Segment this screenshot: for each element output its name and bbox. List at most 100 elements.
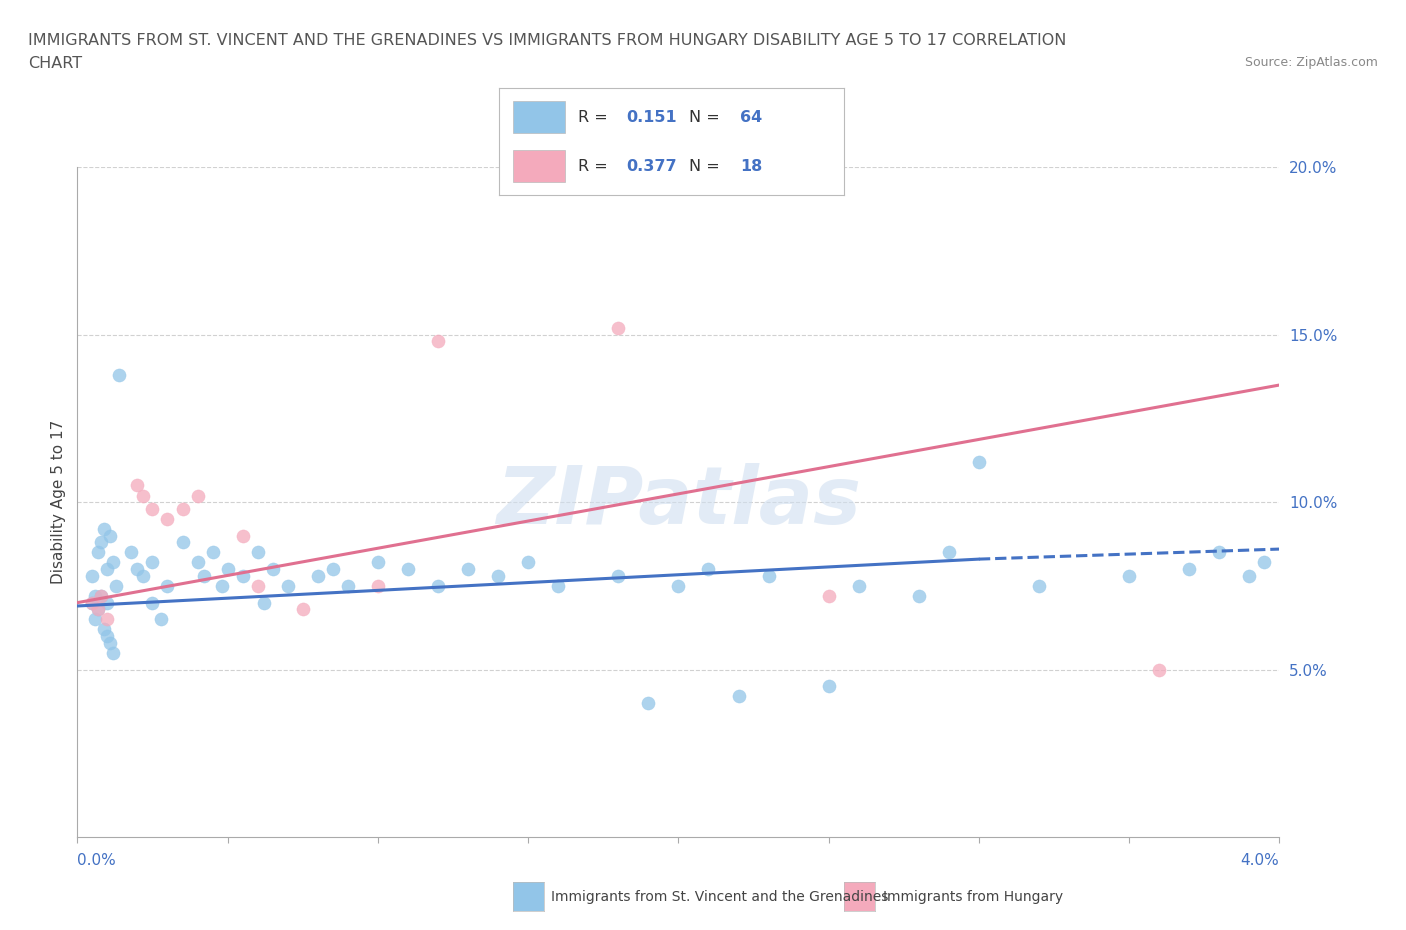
Text: 18: 18 (741, 159, 762, 174)
Point (84, 589, 107, 604)
Text: 0.377: 0.377 (627, 159, 678, 174)
Text: CHART: CHART (28, 56, 82, 71)
Point (156, 512, 179, 526)
Point (141, 555, 163, 570)
Point (697, 562, 720, 577)
Point (336, 578, 359, 593)
Point (517, 555, 540, 570)
Text: Source: ZipAtlas.com: Source: ZipAtlas.com (1244, 56, 1378, 69)
Point (232, 528, 254, 543)
Text: 4.0%: 4.0% (1240, 853, 1279, 868)
Point (90, 589, 112, 604)
Point (132, 568, 155, 583)
Point (253, 595, 276, 610)
Text: N =: N = (689, 110, 724, 125)
Point (90, 589, 112, 604)
Point (668, 578, 690, 593)
Point (96, 562, 118, 577)
Point (103, 555, 125, 570)
Point (201, 545, 224, 560)
Point (127, 478, 149, 493)
Point (938, 545, 960, 560)
Point (1028, 578, 1050, 593)
Point (307, 568, 329, 583)
Y-axis label: Disability Age 5 to 17: Disability Age 5 to 17 (51, 420, 66, 584)
Point (82, 568, 104, 583)
Point (1239, 568, 1261, 583)
Point (232, 568, 254, 583)
Point (1253, 555, 1275, 570)
Point (547, 578, 569, 593)
Point (427, 334, 450, 349)
Point (246, 578, 269, 593)
Point (141, 595, 163, 610)
Point (127, 562, 149, 577)
Point (172, 501, 194, 516)
Point (186, 488, 209, 503)
Point (193, 568, 215, 583)
Point (848, 578, 870, 593)
Point (108, 367, 131, 382)
Point (132, 488, 155, 503)
Point (150, 612, 173, 627)
Point (637, 696, 659, 711)
Text: N =: N = (689, 159, 724, 174)
Point (87, 602, 110, 617)
Point (141, 501, 163, 516)
Point (211, 578, 233, 593)
Point (156, 578, 179, 593)
Point (427, 578, 450, 593)
Point (96, 629, 118, 644)
Point (172, 535, 194, 550)
Text: Immigrants from St. Vincent and the Grenadines: Immigrants from St. Vincent and the Gren… (551, 889, 889, 904)
Point (93, 522, 115, 537)
Point (96, 612, 118, 627)
Text: 64: 64 (741, 110, 762, 125)
Point (82, 595, 104, 610)
Point (90, 535, 112, 550)
Point (396, 562, 419, 577)
Point (291, 602, 314, 617)
Point (967, 455, 990, 470)
Point (817, 589, 839, 604)
Point (322, 562, 344, 577)
Text: 0.0%: 0.0% (77, 853, 117, 868)
Point (758, 568, 780, 583)
Bar (513, 151, 565, 182)
Point (100, 635, 122, 650)
Point (1178, 562, 1201, 577)
Point (457, 562, 479, 577)
Point (367, 578, 389, 593)
Point (96, 595, 118, 610)
Point (486, 568, 509, 583)
Point (908, 589, 931, 604)
Point (87, 602, 110, 617)
Text: ZIPatlas: ZIPatlas (496, 463, 860, 541)
Point (87, 545, 110, 560)
Point (262, 562, 284, 577)
Point (246, 545, 269, 560)
Text: R =: R = (578, 159, 613, 174)
Text: IMMIGRANTS FROM ST. VINCENT AND THE GRENADINES VS IMMIGRANTS FROM HUNGARY DISABI: IMMIGRANTS FROM ST. VINCENT AND THE GREN… (28, 33, 1067, 47)
Point (1118, 568, 1140, 583)
Point (1208, 545, 1230, 560)
Point (727, 689, 749, 704)
Point (105, 578, 128, 593)
Point (186, 555, 209, 570)
Point (100, 528, 122, 543)
Point (367, 555, 389, 570)
Point (120, 545, 142, 560)
Bar (513, 101, 565, 133)
Point (277, 578, 299, 593)
Point (817, 679, 839, 694)
Point (84, 612, 107, 627)
Text: Immigrants from Hungary: Immigrants from Hungary (883, 889, 1063, 904)
Point (82, 595, 104, 610)
Text: R =: R = (578, 110, 613, 125)
Point (93, 622, 115, 637)
Text: 0.151: 0.151 (627, 110, 678, 125)
Point (1149, 662, 1171, 677)
Point (217, 562, 239, 577)
Point (103, 645, 125, 660)
Point (607, 321, 630, 336)
